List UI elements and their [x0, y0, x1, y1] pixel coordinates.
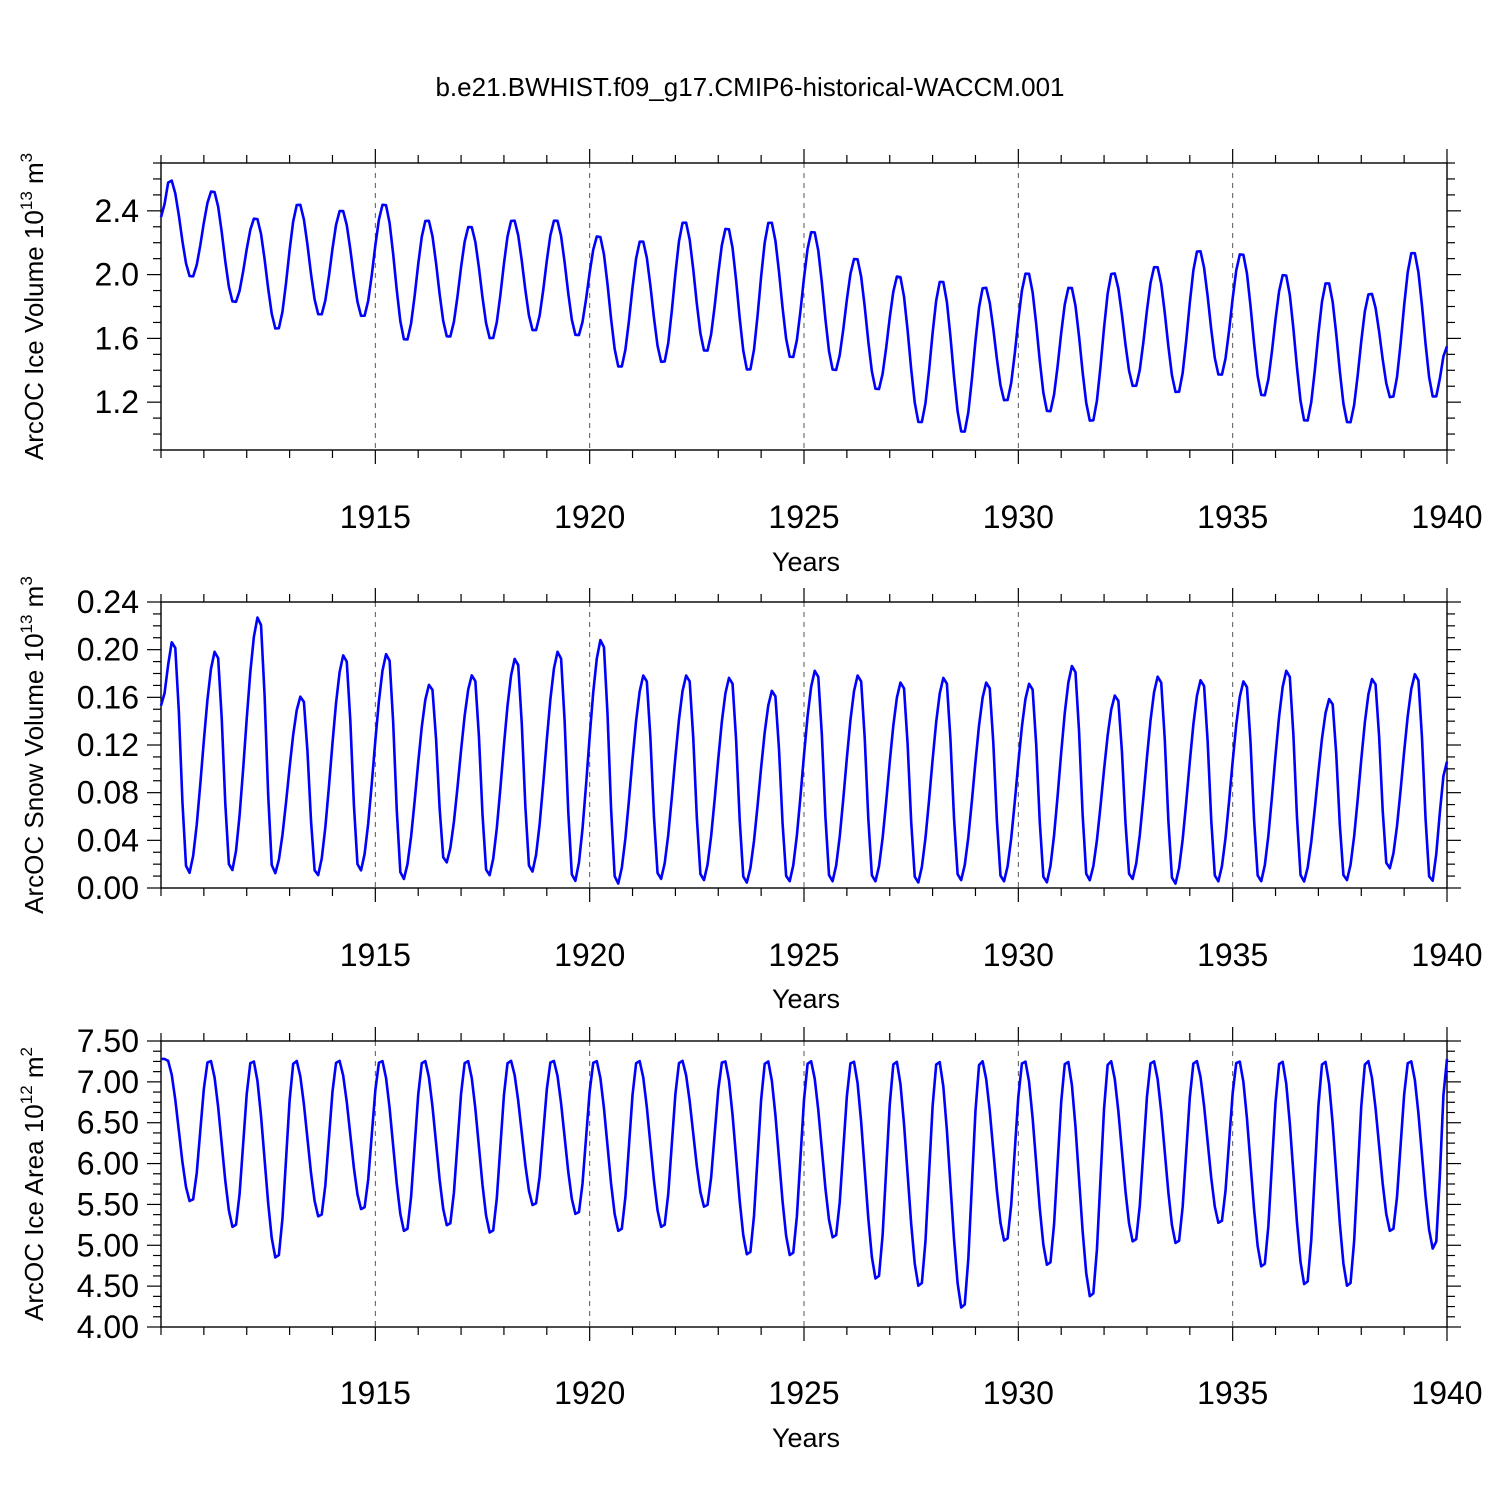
y-axis-title-part: m: [19, 162, 49, 191]
y-axis-title-part: 3: [17, 576, 36, 585]
x-tick-label: 1940: [1411, 1375, 1482, 1411]
x-tick-label: 1915: [340, 937, 411, 973]
y-tick-label: 0.08: [77, 775, 139, 811]
y-axis-title-part: 13: [17, 615, 36, 634]
y-tick-label: 0.20: [77, 632, 139, 668]
y-tick-label: 4.00: [77, 1309, 139, 1345]
y-tick-label: 4.50: [77, 1268, 139, 1304]
x-tick-label: 1940: [1411, 937, 1482, 973]
y-axis-title: ArcOC Ice Volume 1013 m3: [17, 153, 49, 460]
y-tick-label: 0.12: [77, 727, 139, 763]
x-axis-title: Years: [772, 547, 840, 577]
y-axis-title-part: ArcOC Ice Area 10: [19, 1104, 49, 1321]
y-tick-label: 5.00: [77, 1227, 139, 1263]
y-tick-label: 0.16: [77, 679, 139, 715]
y-tick-label: 2.0: [95, 257, 139, 293]
x-axis-title: Years: [772, 1423, 840, 1453]
y-tick-label: 6.00: [77, 1146, 139, 1182]
y-tick-label: 7.00: [77, 1064, 139, 1100]
x-tick-label: 1920: [554, 1375, 625, 1411]
series-line-ice-volume: [159, 179, 1449, 433]
x-tick-label: 1930: [983, 499, 1054, 535]
y-axis-title-part: 3: [17, 153, 36, 162]
series-line-ice-area: [161, 1057, 1449, 1309]
plot-frame: [160, 162, 1448, 451]
y-axis-title: ArcOC Ice Area 1012 m2: [17, 1047, 49, 1321]
x-tick-label: 1925: [768, 1375, 839, 1411]
y-tick-label: 0.00: [77, 870, 139, 906]
x-tick-label: 1935: [1197, 499, 1268, 535]
y-axis-title-part: 2: [17, 1047, 36, 1056]
y-axis-title-part: 13: [17, 191, 36, 210]
panel-ice-area: 1915 1920 1925 1930 1935 1940 4.00 4.50 5.00 5.50…: [17, 1023, 1483, 1453]
y-axis-title-part: ArcOC Ice Volume 10: [19, 210, 49, 460]
x-tick-label: 1925: [768, 499, 839, 535]
x-tick-label: 1935: [1197, 937, 1268, 973]
y-axis-title-part: ArcOC Snow Volume 10: [19, 633, 49, 913]
y-tick-label: 0.04: [77, 822, 139, 858]
x-tick-label: 1930: [983, 937, 1054, 973]
series-line-snow-volume: [159, 616, 1449, 885]
x-tick-label: 1920: [554, 937, 625, 973]
y-tick-label: 0.24: [77, 584, 139, 620]
x-tick-label: 1915: [340, 499, 411, 535]
y-tick-label: 1.2: [95, 384, 139, 420]
y-axis-title: ArcOC Snow Volume 1013 m3: [17, 576, 49, 914]
y-axis-title-part: 12: [17, 1085, 36, 1104]
plot-frame: [160, 601, 1448, 889]
x-tick-label: 1935: [1197, 1375, 1268, 1411]
x-tick-label: 1915: [340, 1375, 411, 1411]
panel-ice-volume: 1915 1920 1925 1930 1935 1940 1.2 1.6 2.0 2.4 Year…: [17, 149, 1483, 577]
y-axis-title-part: m: [19, 1056, 49, 1085]
x-tick-label: 1925: [768, 937, 839, 973]
plot-frame: [160, 1040, 1448, 1328]
y-axis-title-part: m: [19, 586, 49, 615]
y-tick-label: 6.50: [77, 1105, 139, 1141]
y-tick-label: 1.6: [95, 320, 139, 356]
chart-title: b.e21.BWHIST.f09_g17.CMIP6-historical-WA…: [435, 72, 1064, 102]
y-tick-label: 2.4: [95, 193, 139, 229]
x-axis-title: Years: [772, 984, 840, 1014]
panel-snow-volume: 1915 1920 1925 1930 1935 1940 0.00 0.04 0.08 0.12…: [17, 576, 1483, 1014]
x-tick-label: 1940: [1411, 499, 1482, 535]
x-tick-label: 1930: [983, 1375, 1054, 1411]
y-tick-label: 7.50: [77, 1023, 139, 1059]
y-tick-label: 5.50: [77, 1186, 139, 1222]
x-tick-label: 1920: [554, 499, 625, 535]
